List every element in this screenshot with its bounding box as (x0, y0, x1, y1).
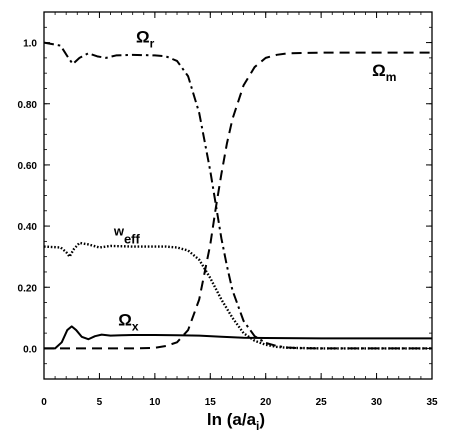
x-tick-label: 25 (316, 397, 328, 408)
series-labels: Ωr Ωm weff Ωx (113, 28, 397, 334)
series-label-w-eff: weff (113, 223, 141, 246)
x-tick-label: 20 (260, 397, 272, 408)
tick-marks (43, 12, 433, 380)
y-tick-label: 0.40 (18, 222, 38, 233)
y-tick-label: 0.80 (18, 100, 38, 111)
x-tick-label: 5 (97, 397, 103, 408)
series-line-omega-x (44, 325, 432, 350)
x-tick-label: 35 (426, 397, 438, 408)
series-label-omega-x: Ωx (118, 310, 139, 333)
y-tick-label: 1.0 (23, 39, 37, 50)
x-axis-label: ln (a/ai) (207, 410, 265, 433)
series-label-omega-r: Ωr (136, 28, 155, 51)
y-tick-label: 0.60 (18, 161, 38, 172)
tick-labels: 0 5 10 15 20 25 30 35 0.0 0.20 0.40 0.60 0.80 1.0 (18, 39, 438, 408)
x-tick-label: 0 (41, 397, 47, 408)
y-tick-label: 0.0 (23, 344, 37, 355)
series-label-omega-m: Ωm (372, 61, 396, 84)
series-lines (43, 41, 432, 350)
series-line-omega-m (44, 51, 432, 350)
y-tick-label: 0.20 (18, 283, 38, 294)
x-tick-label: 15 (205, 397, 217, 408)
x-tick-label: 10 (149, 397, 161, 408)
x-tick-label: 30 (371, 397, 383, 408)
series-line-omega-r (43, 41, 432, 350)
series-line-w-eff (43, 241, 432, 350)
